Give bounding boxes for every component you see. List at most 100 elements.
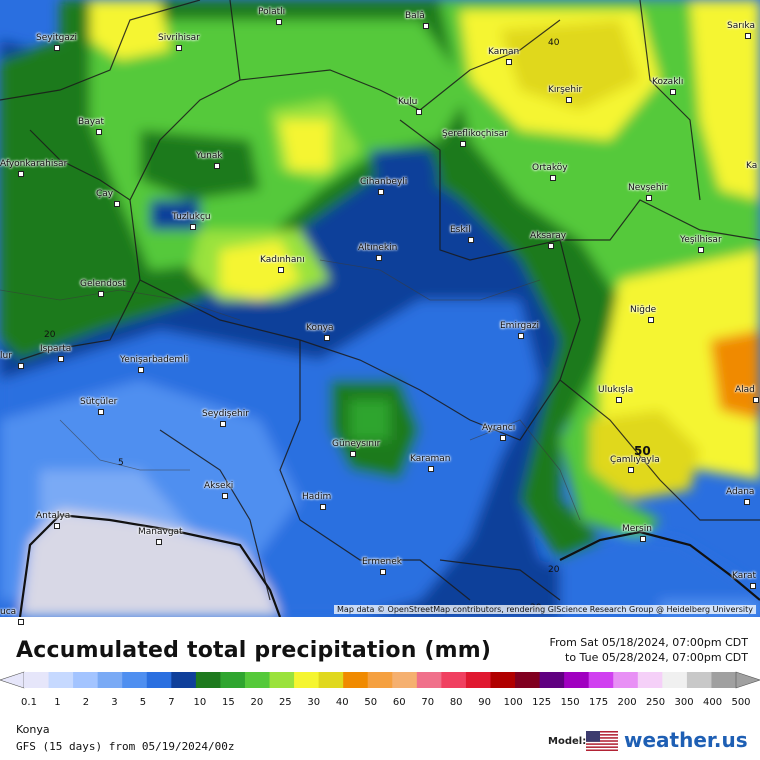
city-marker xyxy=(548,243,554,249)
city-marker xyxy=(138,367,144,373)
contour-label: 5 xyxy=(118,458,124,468)
brand-logo: weather.us xyxy=(624,728,748,752)
model-label: Model: xyxy=(548,736,587,747)
legend-swatch xyxy=(539,672,565,688)
legend-swatch xyxy=(343,672,369,688)
legend-swatch xyxy=(269,672,295,688)
legend-tick-label: 20 xyxy=(250,697,264,708)
city-marker xyxy=(220,421,226,427)
city-label: Çamlıyayla xyxy=(610,455,660,465)
city-label: Cihanbeyli xyxy=(360,177,408,187)
city-label: Ortaköy xyxy=(532,163,568,173)
city-marker xyxy=(616,397,622,403)
city-marker xyxy=(646,195,652,201)
city-marker xyxy=(468,237,474,243)
city-label: Sivrihisar xyxy=(158,33,200,43)
city-label: Polatlı xyxy=(258,7,286,17)
legend-swatch xyxy=(171,672,197,688)
legend-swatch xyxy=(637,672,663,688)
city-marker xyxy=(416,109,422,115)
period-from: From Sat 05/18/2024, 07:00pm CDT xyxy=(549,636,748,649)
city-label: Isparta xyxy=(40,344,72,354)
city-label: Ulukışla xyxy=(598,385,634,395)
legend-tick-label: 90 xyxy=(478,697,492,708)
location-label: Konya xyxy=(16,723,50,736)
city-label: Manavgat xyxy=(138,527,183,537)
city-marker xyxy=(753,397,759,403)
city-label: Kulu xyxy=(398,97,418,107)
city-label: Sütçüler xyxy=(80,397,118,407)
legend-swatch xyxy=(73,672,99,688)
model-run: GFS (15 days) from 05/19/2024/00z xyxy=(16,740,235,753)
legend-tick-label: 0.1 xyxy=(21,697,37,708)
legend-swatch xyxy=(294,672,320,688)
legend-tick-label: 30 xyxy=(307,697,321,708)
city-marker xyxy=(320,504,326,510)
city-label: Alad xyxy=(735,385,755,395)
city-marker xyxy=(648,317,654,323)
us-flag-icon xyxy=(586,731,618,751)
legend-swatch xyxy=(686,672,712,688)
city-label: Seydişehir xyxy=(202,409,249,419)
city-label: Kırşehir xyxy=(548,85,583,95)
legend-tick-label: 400 xyxy=(702,697,723,708)
city-label: Ermenek xyxy=(362,557,402,567)
city-label: Adana xyxy=(726,487,755,497)
city-label: Aksaray xyxy=(530,231,567,241)
city-marker xyxy=(500,435,506,441)
legend-arrow-left xyxy=(0,671,25,689)
legend-swatch xyxy=(465,672,491,688)
period-to: to Tue 05/28/2024, 07:00pm CDT xyxy=(565,651,748,664)
city-label: Tuzlukçu xyxy=(172,212,211,222)
city-marker xyxy=(750,583,756,589)
legend-tick-label: 5 xyxy=(139,697,147,708)
legend-tick-label: 100 xyxy=(503,697,523,708)
city-marker xyxy=(350,451,356,457)
city-marker xyxy=(744,499,750,505)
legend-swatch xyxy=(711,672,737,688)
legend-tick-label: 150 xyxy=(560,697,580,708)
city-marker xyxy=(58,356,64,362)
legend-tick-label: 3 xyxy=(111,697,118,708)
city-marker xyxy=(460,141,466,147)
city-label: Hadim xyxy=(302,492,332,502)
legend-swatch xyxy=(564,672,590,688)
city-marker xyxy=(176,45,182,51)
city-label: Kaman xyxy=(488,47,520,57)
legend-swatch xyxy=(588,672,614,688)
precipitation-map xyxy=(0,0,760,617)
legend-swatch xyxy=(24,672,50,688)
city-marker xyxy=(518,333,524,339)
contour-label: 50 xyxy=(634,444,651,458)
city-marker xyxy=(324,335,330,341)
city-label: lur xyxy=(0,351,12,361)
contour-label: 20 xyxy=(44,330,56,340)
legend-swatch xyxy=(613,672,639,688)
city-marker xyxy=(18,619,24,625)
city-label: Eskil xyxy=(450,225,471,235)
precipitation-legend xyxy=(0,671,760,689)
legend-tick-label: 2 xyxy=(82,697,90,708)
city-marker xyxy=(640,536,646,542)
legend-swatch xyxy=(97,672,123,688)
contour-label: 40 xyxy=(548,38,560,48)
city-label: Mersin xyxy=(622,524,652,534)
city-label: Kozaklı xyxy=(652,77,684,87)
city-marker xyxy=(98,291,104,297)
city-marker xyxy=(428,466,434,472)
city-marker xyxy=(98,409,104,415)
legend-swatch xyxy=(244,672,271,688)
legend-swatch xyxy=(48,672,74,688)
city-marker xyxy=(550,175,556,181)
map-attribution: Map data © OpenStreetMap contributors, r… xyxy=(334,605,756,614)
city-label: Afyonkarahisar xyxy=(0,159,68,169)
legend-swatch xyxy=(392,672,418,688)
city-label: Yeşilhisar xyxy=(680,235,722,245)
city-marker xyxy=(376,255,382,261)
city-marker xyxy=(18,171,24,177)
city-marker xyxy=(506,59,512,65)
legend-tick-label: 15 xyxy=(221,697,235,708)
legend-swatch xyxy=(515,672,541,688)
city-marker xyxy=(114,201,120,207)
contour-label: 20 xyxy=(548,565,560,575)
